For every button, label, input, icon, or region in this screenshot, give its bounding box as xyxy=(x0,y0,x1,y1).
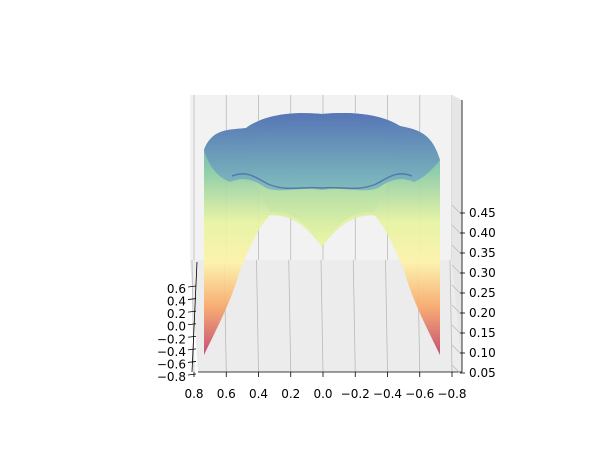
y-tick-label: 0.6 xyxy=(167,282,186,296)
y-tick-label: −0.8 xyxy=(157,370,186,384)
z-tick-label: 0.30 xyxy=(469,266,496,280)
z-grid-line xyxy=(451,204,461,214)
y-tick-label: 0.2 xyxy=(167,307,186,321)
y-tick-mark xyxy=(187,361,197,363)
y-tick-mark xyxy=(187,373,197,376)
floor-grid-line xyxy=(256,259,259,373)
floor-grid-line xyxy=(191,259,195,373)
x-axis: 0.8 0.6 0.4 0.2 0.0 −0.2 −0.4 −0.6 −0.8 xyxy=(184,371,467,401)
z-tick-label: 0.35 xyxy=(469,246,496,260)
x-tick-label: 0.4 xyxy=(249,387,268,401)
y-tick-label: 0.0 xyxy=(167,320,186,334)
y-axis-line xyxy=(191,261,198,373)
z-grid-line xyxy=(451,304,461,314)
z-grid-line xyxy=(451,344,461,354)
y-tick-label: 0.4 xyxy=(167,295,186,309)
y-tick-mark xyxy=(187,298,197,300)
y-tick-label: −0.6 xyxy=(157,357,186,371)
y-axis: −0.8−0.6−0.4−0.20.00.20.40.6 xyxy=(157,261,198,384)
x-tick-label: −0.8 xyxy=(437,387,466,401)
x-tick-label: −0.2 xyxy=(341,387,370,401)
z-grid-line xyxy=(451,364,461,374)
x-tick-label: 0.8 xyxy=(184,387,203,401)
surface xyxy=(204,113,440,355)
y-tick-mark xyxy=(187,335,197,338)
z-tick-label: 0.25 xyxy=(469,286,496,300)
z-tick-label: 0.05 xyxy=(469,366,496,380)
z-axis: 0.05 0.10 0.15 0.20 0.25 0.30 0.35 0.40 0.45 xyxy=(451,100,496,380)
y-tick-label: −0.2 xyxy=(157,332,186,346)
floor-grid-line xyxy=(449,259,453,373)
z-grid-line xyxy=(451,324,461,334)
z-grid-line xyxy=(451,284,461,294)
z-tick-label: 0.40 xyxy=(469,226,496,240)
y-tick-label: −0.4 xyxy=(157,345,186,359)
floor-grid-line xyxy=(352,259,356,373)
y-tick-mark xyxy=(187,323,197,326)
y-tick-mark xyxy=(187,348,197,351)
x-tick-label: 0.0 xyxy=(313,387,332,401)
z-tick-label: 0.10 xyxy=(469,346,496,360)
z-grid-line xyxy=(451,224,461,234)
z-grid-line xyxy=(451,264,461,274)
z-tick-label: 0.20 xyxy=(469,306,496,320)
floor-grid-line xyxy=(320,259,324,373)
x-tick-label: 0.2 xyxy=(281,387,300,401)
y-tick-mark xyxy=(187,285,197,288)
floor-grid-line xyxy=(385,259,388,373)
z-tick-label: 0.45 xyxy=(469,206,496,220)
z-grid-line xyxy=(451,244,461,254)
floor-grid-line xyxy=(288,259,292,373)
x-tick-label: 0.6 xyxy=(217,387,236,401)
z-tick-label: 0.15 xyxy=(469,326,496,340)
x-tick-label: −0.6 xyxy=(405,387,434,401)
x-tick-label: −0.4 xyxy=(373,387,402,401)
